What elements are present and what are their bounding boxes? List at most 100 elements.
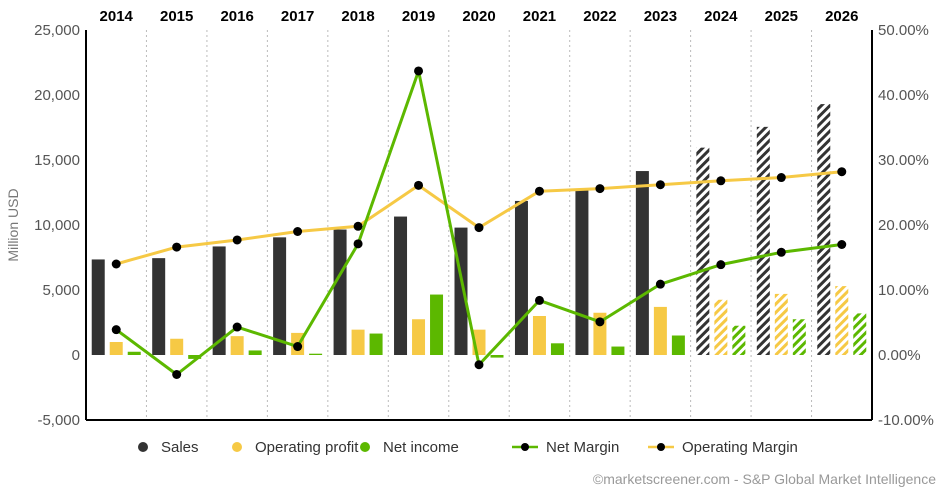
bar-net-income: [188, 355, 202, 359]
legend-label: Net Margin: [546, 439, 619, 456]
point-operating-margin: [716, 176, 726, 186]
bar-net-income: [792, 319, 806, 355]
bar-operating-profit: [774, 293, 788, 355]
point-net-margin: [414, 66, 424, 76]
legend-marker-dot: [521, 443, 529, 451]
point-operating-margin: [232, 235, 242, 245]
bar-operating-profit: [170, 338, 184, 355]
y2-tick-label: 20.00%: [878, 217, 929, 234]
bars-layer: [91, 104, 867, 359]
legend-label: Operating profit: [255, 439, 359, 456]
legend-marker: [232, 442, 242, 452]
point-net-margin: [776, 247, 786, 257]
y2-tick-label: 40.00%: [878, 87, 929, 104]
bar-sales: [152, 258, 166, 355]
x-tick-label: 2022: [583, 8, 616, 25]
x-tick-label: 2023: [644, 8, 677, 25]
x-tick-label: 2015: [160, 8, 193, 25]
point-operating-margin: [837, 167, 847, 177]
bar-sales: [635, 171, 649, 355]
bar-sales: [575, 188, 589, 355]
y-axis-title: Million USD: [5, 188, 21, 261]
bar-operating-profit: [835, 286, 849, 355]
y-tick-label: -5,000: [37, 412, 80, 429]
y2-tick-label: 10.00%: [878, 282, 929, 299]
point-net-margin: [111, 325, 121, 335]
y-tick-label: 5,000: [42, 282, 80, 299]
x-tick-label: 2024: [704, 8, 738, 25]
point-operating-margin: [414, 180, 424, 190]
point-operating-margin: [534, 186, 544, 196]
bar-net-income: [127, 351, 141, 355]
bar-sales: [514, 200, 528, 355]
y-tick-label: 10,000: [34, 217, 80, 234]
x-tick-label: 2021: [523, 8, 556, 25]
point-net-margin: [353, 239, 363, 249]
y-tick-label: 15,000: [34, 152, 80, 169]
point-operating-margin: [595, 184, 605, 194]
point-operating-margin: [353, 221, 363, 231]
bar-sales: [756, 126, 770, 355]
legend-marker: [138, 442, 148, 452]
bar-operating-profit: [653, 306, 667, 355]
y2-tick-label: 50.00%: [878, 22, 929, 39]
point-operating-margin: [776, 173, 786, 183]
x-tick-label: 2020: [462, 8, 495, 25]
bar-sales: [91, 259, 105, 355]
legend-marker-dot: [657, 443, 665, 451]
x-tick-label: 2014: [100, 8, 134, 25]
legend: Sales Operating profit Net income Net Margi…: [138, 439, 798, 456]
y2-tick-label: 0.00%: [878, 347, 921, 364]
bar-sales: [394, 216, 408, 355]
point-operating-margin: [111, 259, 121, 269]
x-tick-label: 2016: [220, 8, 253, 25]
bar-operating-profit: [109, 342, 123, 355]
bar-operating-profit: [351, 329, 365, 355]
bar-net-income: [369, 333, 383, 355]
y2-tick-label: -10.00%: [878, 412, 934, 429]
legend-label: Sales: [161, 439, 199, 456]
x-tick-label: 2025: [765, 8, 798, 25]
x-tick-label: 2019: [402, 8, 435, 25]
bar-net-income: [309, 353, 323, 355]
bar-net-income: [430, 294, 444, 355]
point-operating-margin: [474, 223, 484, 233]
point-net-margin: [837, 240, 847, 249]
y2-tick-label: 30.00%: [878, 152, 929, 169]
x-tick-label: 2017: [281, 8, 314, 25]
bar-operating-profit: [412, 319, 426, 355]
source-credit: ©marketscreener.com - S&P Global Market …: [593, 471, 936, 487]
bar-operating-profit: [230, 336, 244, 355]
bar-sales: [454, 227, 468, 355]
bar-sales: [273, 237, 287, 355]
point-net-margin: [293, 342, 303, 352]
y-tick-label: 25,000: [34, 22, 80, 39]
point-net-margin: [172, 370, 182, 379]
point-net-margin: [474, 360, 484, 370]
lines-layer: [111, 66, 847, 379]
point-net-margin: [232, 322, 242, 332]
bar-net-income: [732, 325, 746, 355]
bar-operating-profit: [714, 299, 728, 355]
point-net-margin: [534, 295, 544, 305]
axes-layer: [85, 30, 873, 421]
x-tick-label: 2026: [825, 8, 858, 25]
bar-net-income: [550, 343, 564, 355]
bar-sales: [696, 147, 710, 355]
y-tick-label: 0: [72, 347, 80, 364]
point-operating-margin: [172, 242, 182, 252]
bar-net-income: [490, 355, 504, 358]
point-operating-margin: [655, 180, 665, 190]
x-tick-label: 2018: [341, 8, 374, 25]
bar-sales: [212, 246, 226, 355]
point-operating-margin: [293, 227, 303, 236]
bar-sales: [333, 229, 347, 355]
bar-net-income: [248, 350, 262, 355]
bar-net-income: [611, 346, 625, 355]
bar-net-income: [671, 335, 685, 355]
bar-sales: [817, 104, 831, 355]
point-net-margin: [595, 317, 605, 327]
legend-marker: [360, 442, 370, 452]
